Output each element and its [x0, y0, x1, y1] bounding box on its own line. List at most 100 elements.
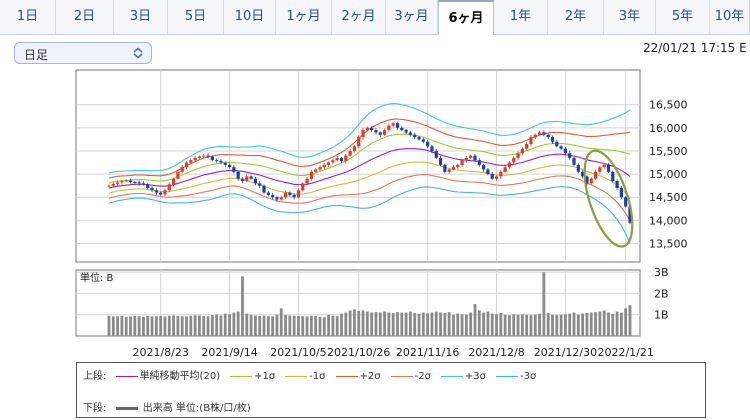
- tab-3日[interactable]: 3日: [114, 0, 168, 34]
- candle-body: [124, 180, 128, 182]
- candle-body: [227, 164, 232, 168]
- volume-bar: [551, 314, 554, 336]
- candle-body: [624, 197, 628, 207]
- candle-body: [154, 190, 158, 193]
- candle-interval-select[interactable]: 日足: [14, 42, 152, 64]
- candle-body: [223, 162, 227, 165]
- legend-item-2: -1σ: [285, 371, 326, 382]
- legend-swatch: [285, 375, 308, 377]
- volume-bar: [159, 315, 163, 336]
- volume-bar: [116, 316, 120, 336]
- volume-bar: [615, 311, 619, 336]
- candle-body: [499, 171, 503, 177]
- candle-body: [292, 194, 296, 198]
- volume-bar: [581, 313, 585, 336]
- tab-1日[interactable]: 1日: [0, 0, 56, 34]
- price-tick-label: 16,500: [649, 99, 688, 112]
- volume-bar: [477, 310, 481, 336]
- candle-body: [430, 146, 434, 151]
- volume-bar: [202, 315, 206, 336]
- candle-body: [365, 127, 369, 131]
- volume-bar: [288, 315, 292, 336]
- candle-body: [378, 132, 382, 135]
- candle-body: [451, 167, 456, 170]
- candle-body: [374, 130, 378, 133]
- candle-body: [606, 164, 611, 172]
- candle-body: [348, 150, 352, 156]
- candle-body: [434, 150, 438, 158]
- tab-2日[interactable]: 2日: [56, 0, 114, 34]
- x-tick-label: 2021/12/8: [468, 346, 524, 359]
- candle-body: [520, 148, 524, 154]
- legend-upper-label: 上段:: [83, 371, 107, 382]
- candle-body: [137, 182, 141, 184]
- candle-body: [426, 141, 430, 147]
- legend-item-label: 単純移動平均(20): [139, 371, 221, 382]
- volume-bar: [473, 304, 477, 336]
- x-tick-label: 2021/8/23: [132, 346, 188, 359]
- band-plus-3-sigma: [108, 103, 631, 174]
- candle-interval-value: 日足: [24, 48, 49, 62]
- candle-body: [395, 123, 400, 128]
- up-down-chevron-icon: [133, 47, 143, 59]
- legend-item-1: +1σ: [230, 371, 275, 382]
- x-tick-label: 2021/12/30: [534, 346, 597, 359]
- tab-3ヶ月[interactable]: 3ヶ月: [386, 0, 438, 34]
- candle-body: [537, 132, 542, 135]
- candle-body: [339, 157, 344, 162]
- volume-bar: [490, 313, 494, 336]
- candle-body: [581, 171, 585, 177]
- candle-body: [184, 162, 189, 168]
- volume-bar: [111, 316, 115, 336]
- candle-body: [563, 148, 568, 154]
- candle-body: [352, 146, 357, 151]
- candle-body: [232, 167, 236, 172]
- tab-2年[interactable]: 2年: [548, 0, 604, 34]
- tab-3年[interactable]: 3年: [604, 0, 656, 34]
- candle-body: [486, 169, 490, 175]
- volume-bar: [357, 310, 361, 336]
- volume-bar: [129, 316, 132, 336]
- volume-bar: [409, 311, 412, 336]
- volume-bar: [555, 315, 559, 336]
- volume-bar: [279, 308, 283, 336]
- candle-body: [417, 137, 421, 140]
- volume-bar: [210, 315, 214, 336]
- volume-bar: [241, 276, 244, 336]
- candle-body: [171, 178, 176, 185]
- candle-body: [598, 167, 602, 172]
- candle-body: [619, 187, 623, 198]
- band-minus-3-sigma: [108, 186, 631, 244]
- candle-body: [413, 134, 417, 138]
- volume-bar: [331, 315, 335, 336]
- candle-body: [585, 176, 589, 184]
- volume-bar: [469, 312, 473, 336]
- tab-2ヶ月[interactable]: 2ヶ月: [332, 0, 386, 34]
- tab-5年[interactable]: 5年: [656, 0, 710, 34]
- candle-body: [159, 192, 163, 195]
- candle-body: [202, 155, 206, 157]
- tab-1ヶ月[interactable]: 1ヶ月: [276, 0, 332, 34]
- volume-bar: [314, 315, 318, 336]
- volume-bar: [585, 313, 589, 336]
- volume-bar: [559, 314, 563, 336]
- volume-bar: [499, 313, 503, 336]
- volume-bar: [430, 312, 434, 336]
- volume-bar: [180, 316, 184, 336]
- tab-1年[interactable]: 1年: [494, 0, 548, 34]
- tab-6ヶ月[interactable]: 6ヶ月: [438, 0, 494, 35]
- volume-bar: [594, 312, 597, 336]
- volume-bar: [176, 315, 180, 336]
- volume-bar: [520, 314, 524, 336]
- volume-bar: [309, 315, 313, 336]
- tab-10日[interactable]: 10日: [224, 0, 276, 34]
- candle-body: [262, 185, 266, 193]
- candle-body: [141, 183, 146, 185]
- candle-body: [370, 127, 374, 131]
- volume-bar: [383, 311, 386, 336]
- legend-swatch: [115, 375, 138, 377]
- candle-body: [344, 155, 348, 162]
- candle-body: [318, 167, 322, 170]
- volume-bar: [228, 314, 231, 336]
- tab-5日[interactable]: 5日: [168, 0, 224, 34]
